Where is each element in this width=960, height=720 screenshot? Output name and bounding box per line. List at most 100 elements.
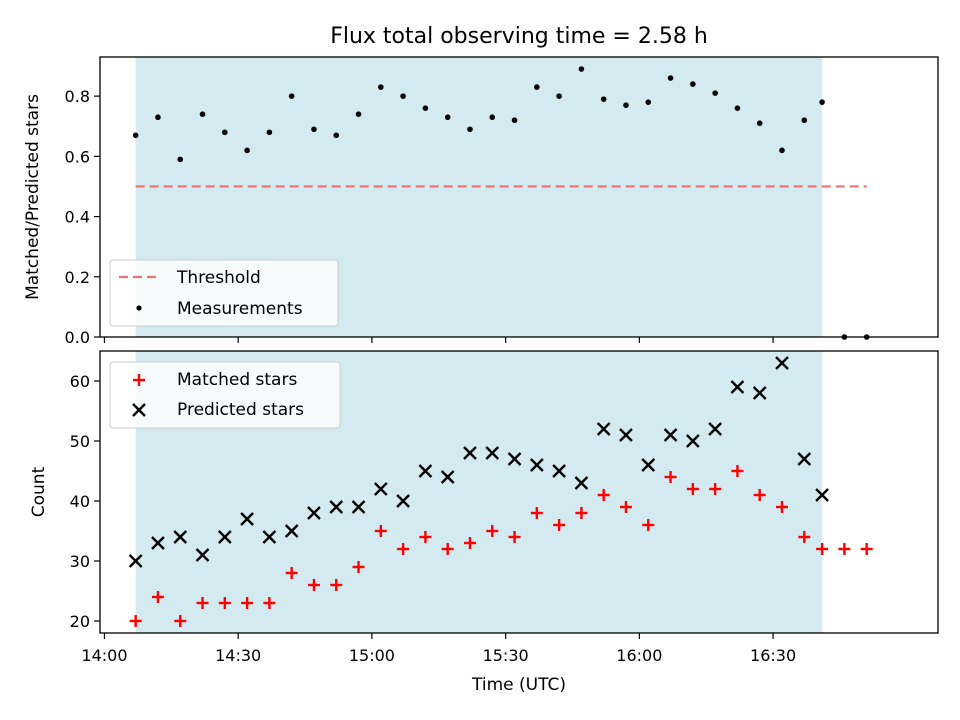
count-legend-box <box>109 361 341 429</box>
predicted-star-point <box>574 476 589 490</box>
matched-star-point <box>174 615 187 627</box>
matched-star-point <box>530 507 543 519</box>
legend-plus-glyph <box>133 374 145 386</box>
measurement-point <box>400 93 406 99</box>
count-axes-frame <box>99 350 939 634</box>
predicted-star-point <box>708 422 722 436</box>
ratio-y-tick-label: 0.2 <box>65 268 90 287</box>
ratio-marks <box>132 66 870 340</box>
matched-star-point <box>441 543 454 555</box>
predicted-star-point <box>151 536 165 550</box>
matched-star-point <box>619 501 632 513</box>
count-y-tick-label: 50 <box>70 432 90 451</box>
predicted-star-point <box>217 530 232 544</box>
matched-star-point <box>419 531 432 543</box>
matched-star-point <box>775 501 788 513</box>
measurement-point <box>623 102 629 108</box>
predicted-star-point <box>463 446 477 460</box>
matched-star-point <box>553 519 566 531</box>
legend-measurements-swatch <box>136 305 142 311</box>
predicted-star-point <box>329 500 344 514</box>
predicted-star-point <box>440 470 455 484</box>
predicted-star-point <box>418 464 433 478</box>
predicted-star-point <box>775 356 789 370</box>
measurement-point <box>177 156 184 163</box>
measurement-point <box>199 111 206 118</box>
ratio-y-axis-label: Matched/Predicted stars <box>23 94 43 300</box>
ratio-y-tick-label: 0.8 <box>65 87 90 106</box>
measurement-point <box>311 126 317 133</box>
matched-star-point <box>352 561 365 573</box>
measurement-point <box>756 120 763 127</box>
measurement-point <box>801 117 808 124</box>
count-y-tick-label: 30 <box>70 552 90 571</box>
measurement-point <box>600 96 607 102</box>
predicted-star-point <box>262 530 277 544</box>
matched-star-point <box>753 489 766 501</box>
matched-star-point <box>508 531 521 543</box>
measurement-point <box>819 99 825 105</box>
count-x-ticks: 14:00 14:30 15:00 15:30 16:00 16:30 <box>81 633 796 665</box>
ratio-y-ticks: 0.0 0.2 0.4 0.6 0.8 <box>65 87 100 347</box>
predicted-star-point <box>552 464 566 478</box>
predicted-star-point <box>373 482 388 496</box>
measurement-point <box>266 129 273 136</box>
measurement-point <box>378 84 384 90</box>
measurement-point <box>244 147 250 154</box>
ratio-axes-frame <box>99 56 939 338</box>
x-tick-label: 14:00 <box>81 646 127 665</box>
ratio-y-tick-label: 0.4 <box>65 208 90 227</box>
measurement-point <box>333 132 340 139</box>
measurement-point <box>667 75 674 81</box>
count-legend: Matched stars Predicted stars <box>109 361 341 429</box>
ratio-panel: 0.00.20.40.60.8 Matched/Predicted stars … <box>23 56 939 347</box>
matched-star-point <box>307 579 320 591</box>
predicted-star-point <box>619 428 633 442</box>
count-y-ticks: 20 30 40 50 60 <box>70 372 100 631</box>
matched-star-point <box>486 525 499 537</box>
measurement-point <box>489 114 496 121</box>
matched-star-point <box>686 483 699 495</box>
matched-star-point <box>263 597 276 609</box>
matched-star-point <box>798 531 811 543</box>
matched-star-point <box>575 507 588 519</box>
predicted-star-point <box>507 452 522 466</box>
measurement-point <box>132 132 139 139</box>
legend-predicted-swatch <box>132 403 146 417</box>
measurement-point <box>467 126 473 133</box>
legend-predicted-label: Predicted stars <box>177 400 304 420</box>
matched-star-point <box>463 537 476 549</box>
predicted-star-point <box>529 458 544 472</box>
measurement-point <box>422 105 429 111</box>
predicted-star-point <box>173 530 188 544</box>
matched-star-point <box>129 615 142 627</box>
x-tick-label: 15:00 <box>349 646 395 665</box>
predicted-star-point <box>284 524 299 538</box>
ratio-y-tick-label: 0.0 <box>65 328 90 347</box>
x-tick-label: 15:30 <box>483 646 529 665</box>
matched-star-point <box>241 597 254 609</box>
count-marks <box>128 356 873 627</box>
matched-star-point <box>642 519 655 531</box>
predicted-star-point <box>730 380 745 394</box>
count-y-tick-label: 60 <box>70 372 90 391</box>
measurement-point <box>645 99 652 105</box>
matched-star-point <box>285 567 298 579</box>
matched-star-point <box>597 489 610 501</box>
matched-star-point <box>151 591 164 603</box>
legend-matched-label: Matched stars <box>177 370 297 390</box>
predicted-star-point <box>485 446 500 460</box>
predicted-star-point <box>351 500 366 514</box>
measurement-point <box>444 114 451 121</box>
legend-matched-swatch <box>133 374 145 386</box>
predicted-star-point <box>240 512 254 526</box>
predicted-star-point <box>685 434 700 448</box>
measurement-point <box>690 81 696 87</box>
ratio-y-tick-label: 0.6 <box>65 147 90 166</box>
ratio-x-tick-marks <box>103 337 774 343</box>
measurement-point <box>556 93 562 99</box>
legend-threshold-label: Threshold <box>176 268 261 288</box>
matched-star-point <box>838 543 851 555</box>
matched-star-point <box>731 465 744 477</box>
